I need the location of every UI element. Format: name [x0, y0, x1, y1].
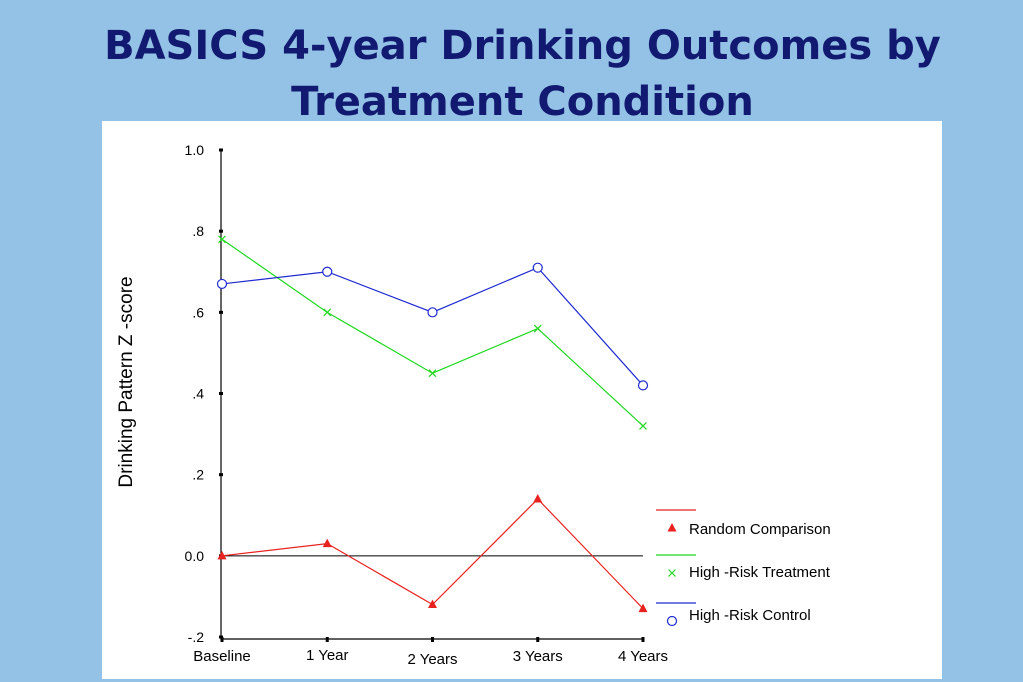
y-tick [219, 229, 223, 233]
y-tick [219, 310, 223, 314]
data-point-2-3 [532, 262, 543, 273]
data-point-1-4 [639, 422, 647, 430]
x-tick [641, 637, 645, 642]
x-tick-label: Baseline [193, 648, 251, 665]
data-point-0-1 [322, 538, 332, 548]
y-tick [219, 148, 223, 152]
legend-label-0: Random Comparison [689, 521, 831, 538]
slide-title-line-2: Treatment Condition [291, 79, 754, 125]
legend-marker-0 [667, 523, 677, 532]
data-point-0-2 [428, 599, 437, 609]
x-tick [220, 637, 224, 642]
data-point-1-1 [323, 308, 332, 317]
x-tick-label: 1 Year [306, 647, 349, 664]
legend-marker-1 [668, 569, 676, 577]
data-point-1-3 [533, 324, 542, 333]
data-point-0-3 [533, 494, 543, 503]
y-tick-label: .2 [192, 467, 204, 483]
x-tick-label: 2 Years [407, 651, 457, 668]
y-tick-label: -.2 [188, 629, 205, 645]
slide-title: BASICS 4-year Drinking Outcomes by Treat… [0, 18, 1023, 130]
y-tick-label: .8 [192, 223, 204, 239]
data-point-1-2 [428, 369, 437, 378]
y-tick [219, 473, 223, 477]
y-tick [219, 392, 223, 395]
legend-label-2: High -Risk Control [689, 607, 811, 624]
series-line-0 [221, 498, 644, 610]
data-point-1-0 [218, 235, 226, 244]
data-point-0-0 [217, 550, 227, 560]
y-tick-label: .4 [192, 386, 204, 402]
legend-marker-2 [666, 615, 678, 627]
data-point-0-4 [638, 603, 648, 613]
x-tick [536, 637, 540, 642]
chart-panel: 1.0 .8 .6 .4 .2 0.0 -.2 Baseline 1 Year 2 Years 3 … [102, 121, 942, 679]
x-tick [431, 637, 434, 642]
data-point-2-0 [216, 278, 228, 290]
slide-title-line-1: BASICS 4-year Drinking Outcomes by [104, 23, 941, 69]
data-point-2-4 [637, 380, 649, 391]
legend-label-1: High -Risk Treatment [689, 564, 831, 581]
y-tick-label: 1.0 [185, 142, 205, 158]
data-point-2-1 [322, 266, 333, 277]
y-axis-label: Drinking Pattern Z -score [116, 276, 137, 487]
x-tick [325, 637, 329, 642]
y-tick-label: .6 [192, 304, 204, 320]
line-chart: 1.0 .8 .6 .4 .2 0.0 -.2 Baseline 1 Year 2 Years 3 … [116, 142, 831, 668]
series-line-1 [221, 238, 644, 427]
y-tick-label: 0.0 [185, 548, 205, 564]
x-tick-label: 4 Years [618, 648, 668, 665]
data-point-2-2 [427, 307, 438, 318]
x-tick-label: 3 Years [513, 648, 563, 665]
